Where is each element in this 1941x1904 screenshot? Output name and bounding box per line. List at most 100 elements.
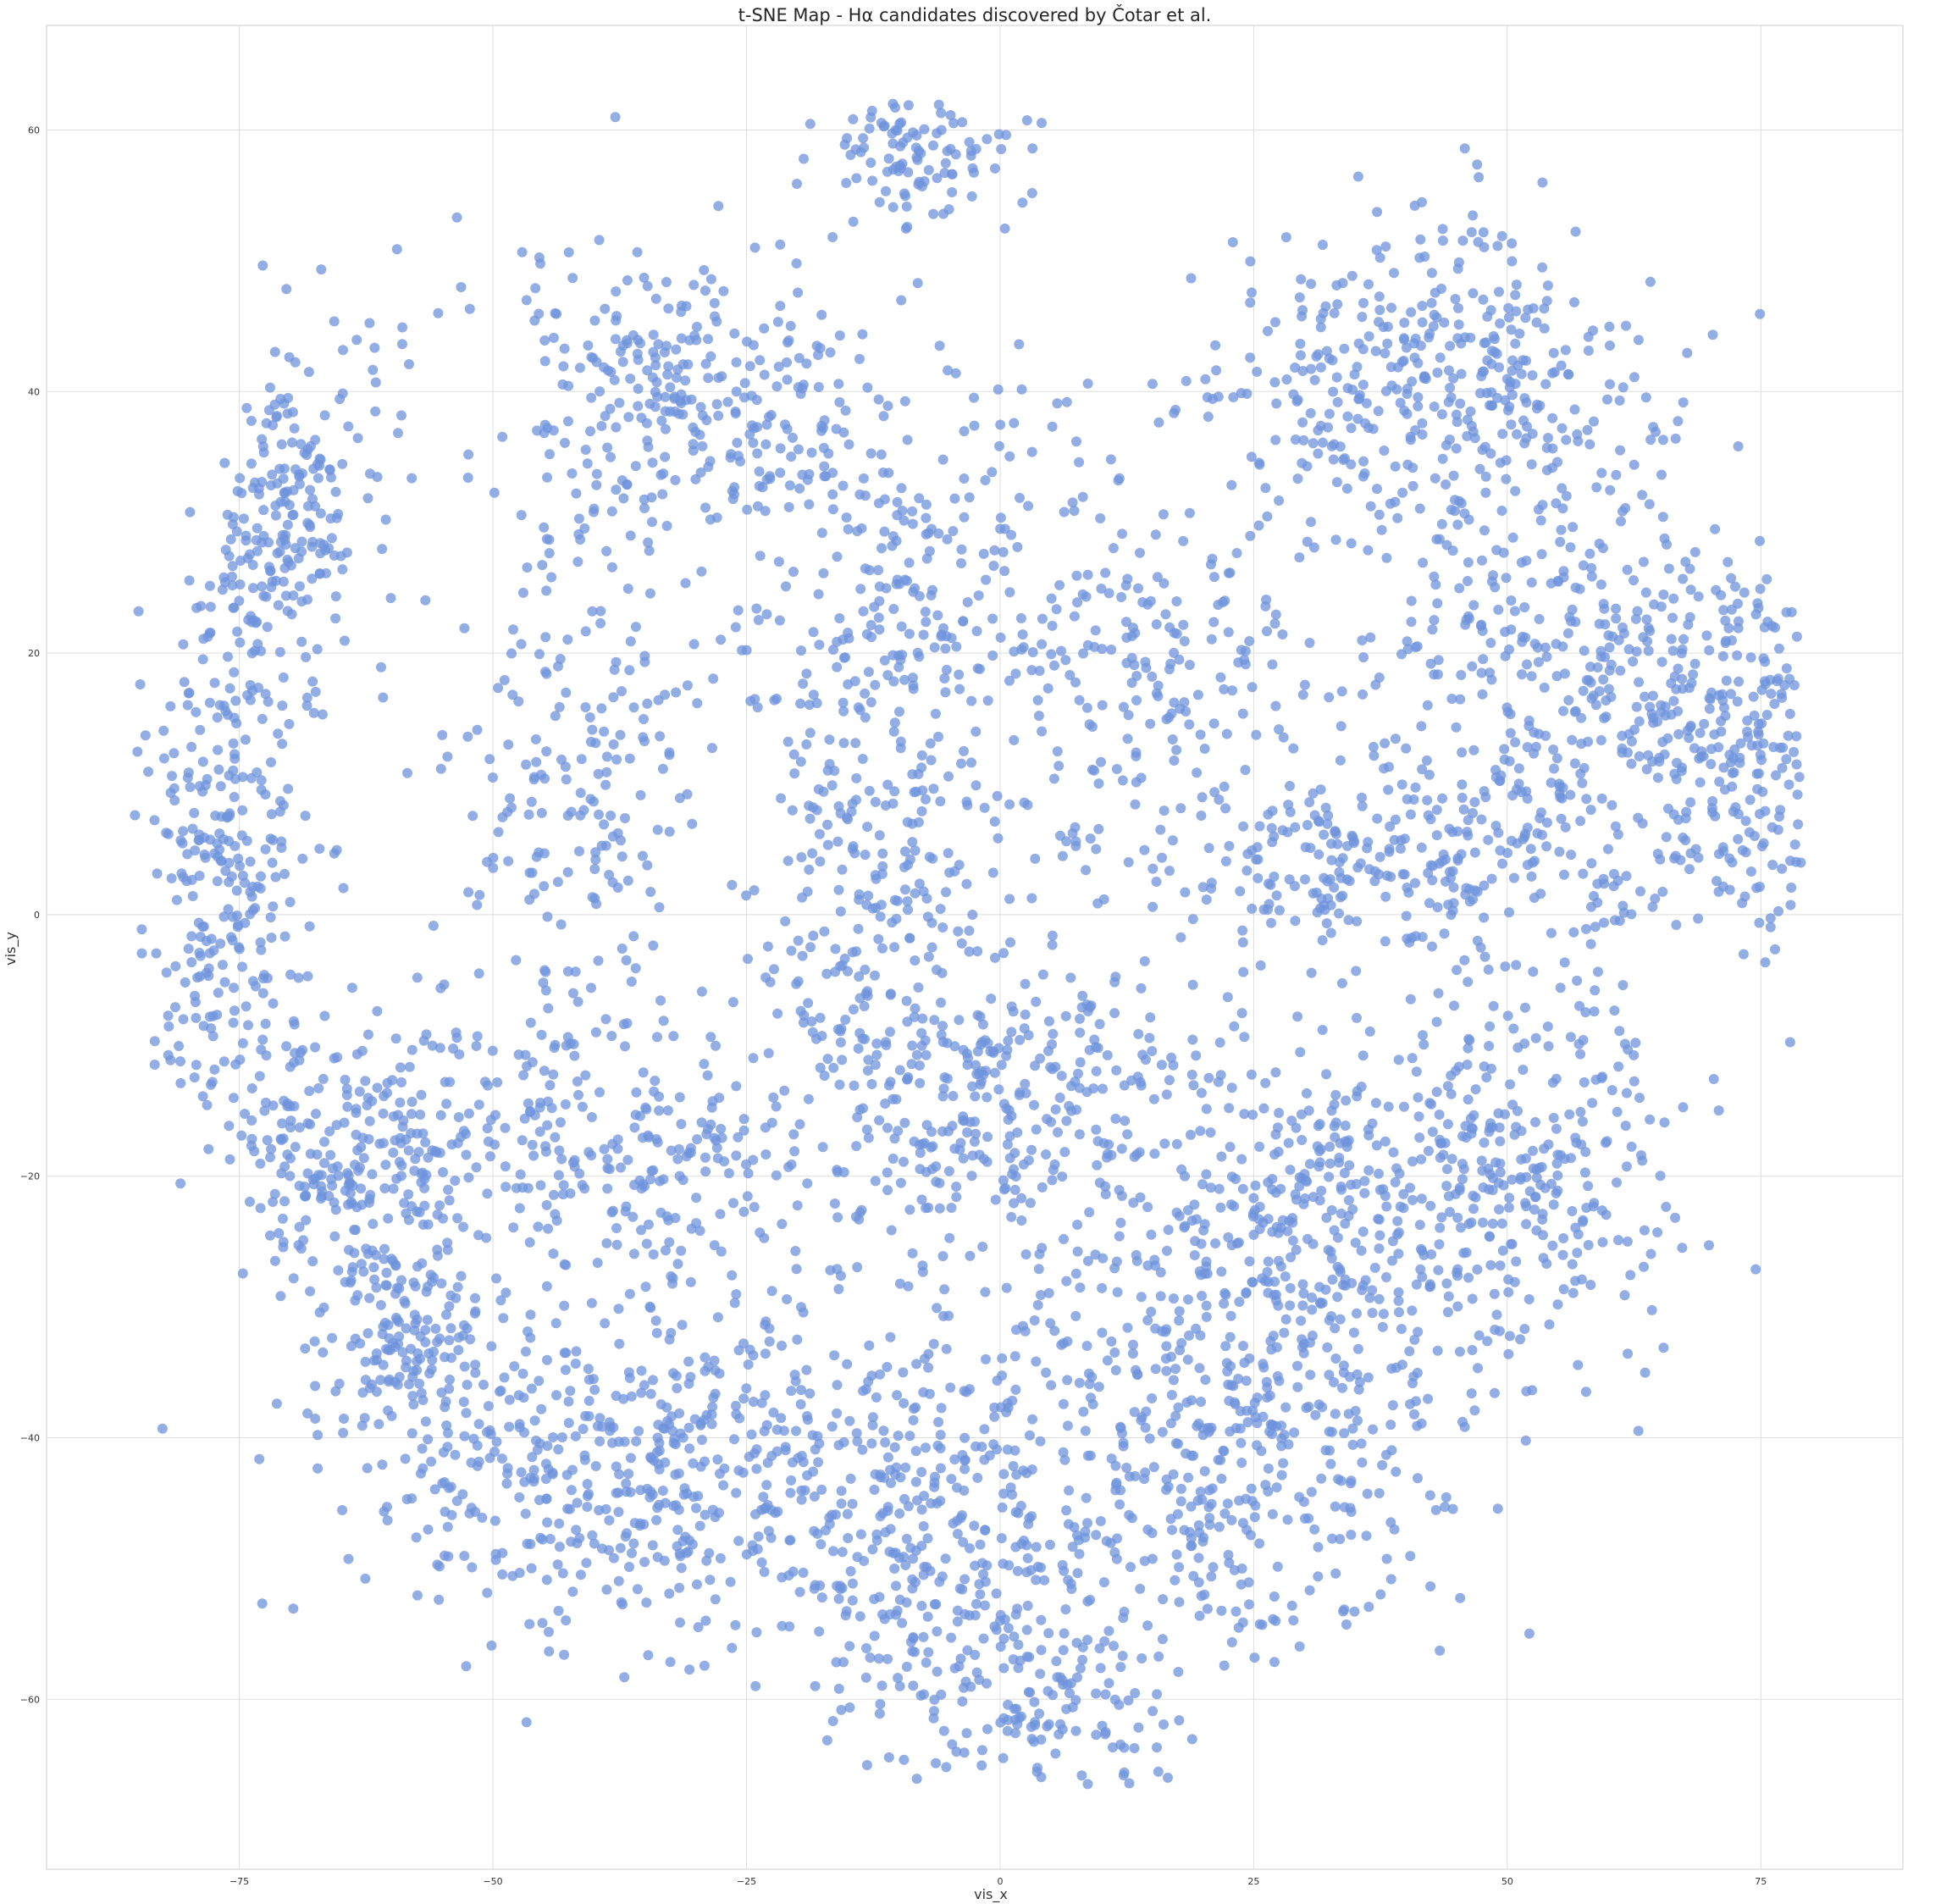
scatter-point	[220, 706, 231, 717]
scatter-point	[700, 502, 711, 513]
scatter-point	[1744, 827, 1755, 838]
scatter-point	[337, 1505, 348, 1515]
scatter-point	[228, 1093, 239, 1104]
scatter-point	[443, 1184, 454, 1195]
scatter-point	[676, 1563, 687, 1574]
scatter-point	[1103, 588, 1114, 599]
scatter-point	[938, 1725, 949, 1736]
scatter-point	[1645, 276, 1656, 287]
scatter-point	[594, 1413, 606, 1424]
scatter-point	[1638, 632, 1649, 643]
scatter-point	[954, 684, 965, 695]
scatter-point	[257, 434, 268, 445]
scatter-point	[654, 902, 665, 913]
scatter-point	[198, 921, 209, 932]
scatter-point	[828, 645, 838, 655]
scatter-point	[1122, 1322, 1133, 1333]
scatter-point	[392, 1282, 403, 1293]
scatter-point	[840, 1014, 851, 1025]
scatter-point	[689, 330, 700, 341]
scatter-point	[650, 401, 661, 412]
scatter-point	[1547, 443, 1558, 454]
scatter-point	[1510, 485, 1521, 496]
scatter-point	[1693, 913, 1704, 924]
scatter-point	[700, 1152, 711, 1163]
scatter-point	[705, 1575, 716, 1586]
scatter-point	[418, 1128, 429, 1139]
scatter-point	[1526, 459, 1537, 470]
scatter-point	[729, 1434, 739, 1445]
scatter-point	[1478, 654, 1489, 665]
scatter-point	[759, 1566, 770, 1577]
scatter-point	[513, 696, 524, 707]
scatter-point	[869, 1594, 880, 1604]
scatter-point	[253, 683, 263, 693]
scatter-point	[203, 1143, 214, 1154]
scatter-point	[1204, 1513, 1215, 1524]
scatter-point	[1598, 873, 1609, 884]
scatter-point	[892, 496, 903, 507]
scatter-point	[830, 966, 841, 977]
scatter-point	[326, 1174, 337, 1185]
scatter-point	[191, 1012, 202, 1023]
scatter-point	[798, 1457, 809, 1468]
scatter-point	[1373, 406, 1384, 417]
scatter-point	[1241, 1375, 1252, 1386]
scatter-point	[493, 683, 504, 694]
scatter-point	[958, 1536, 969, 1547]
scatter-point	[1312, 907, 1323, 918]
scatter-point	[625, 530, 636, 541]
scatter-point	[1684, 563, 1695, 574]
scatter-point	[832, 1212, 843, 1223]
scatter-point	[1010, 668, 1021, 679]
scatter-point	[1647, 690, 1658, 701]
scatter-point	[1201, 894, 1212, 905]
scatter-point	[655, 1399, 666, 1409]
scatter-point	[517, 1135, 528, 1146]
scatter-point	[584, 712, 595, 722]
scatter-point	[247, 976, 258, 987]
scatter-point	[254, 1453, 265, 1464]
scatter-point	[943, 848, 954, 859]
scatter-point	[1531, 317, 1542, 328]
scatter-point	[969, 1136, 980, 1147]
scatter-point	[562, 966, 573, 977]
scatter-point	[1629, 575, 1639, 586]
scatter-point	[1401, 910, 1412, 922]
scatter-point	[583, 1364, 594, 1375]
scatter-point	[802, 886, 813, 897]
scatter-point	[833, 379, 844, 390]
scatter-point	[1450, 294, 1461, 304]
scatter-point	[802, 474, 813, 485]
scatter-point	[996, 1060, 1007, 1071]
scatter-point	[1290, 363, 1301, 373]
scatter-point	[661, 277, 672, 287]
scatter-point	[1330, 828, 1341, 839]
scatter-point	[783, 335, 794, 346]
scatter-point	[718, 1480, 729, 1491]
scatter-point	[372, 1082, 383, 1093]
scatter-point	[441, 1309, 451, 1320]
scatter-point	[622, 584, 633, 594]
scatter-point	[1009, 1198, 1019, 1209]
scatter-point	[694, 1226, 705, 1237]
scatter-point	[1505, 377, 1516, 388]
scatter-point	[591, 479, 602, 490]
scatter-point	[301, 700, 312, 711]
scatter-point	[388, 1183, 399, 1194]
scatter-point	[699, 1059, 710, 1070]
scatter-point	[998, 1175, 1009, 1186]
scatter-point	[442, 1237, 453, 1248]
scatter-point	[1378, 1309, 1389, 1320]
scatter-point	[654, 1091, 665, 1102]
scatter-point	[622, 1018, 633, 1029]
scatter-point	[727, 494, 738, 505]
scatter-point	[1294, 292, 1305, 303]
scatter-point	[279, 1196, 290, 1207]
scatter-point	[1381, 1272, 1391, 1282]
scatter-point	[989, 1411, 1000, 1422]
scatter-point	[277, 700, 288, 711]
scatter-point	[1331, 372, 1342, 383]
scatter-point	[622, 1154, 633, 1165]
scatter-point	[739, 378, 750, 389]
